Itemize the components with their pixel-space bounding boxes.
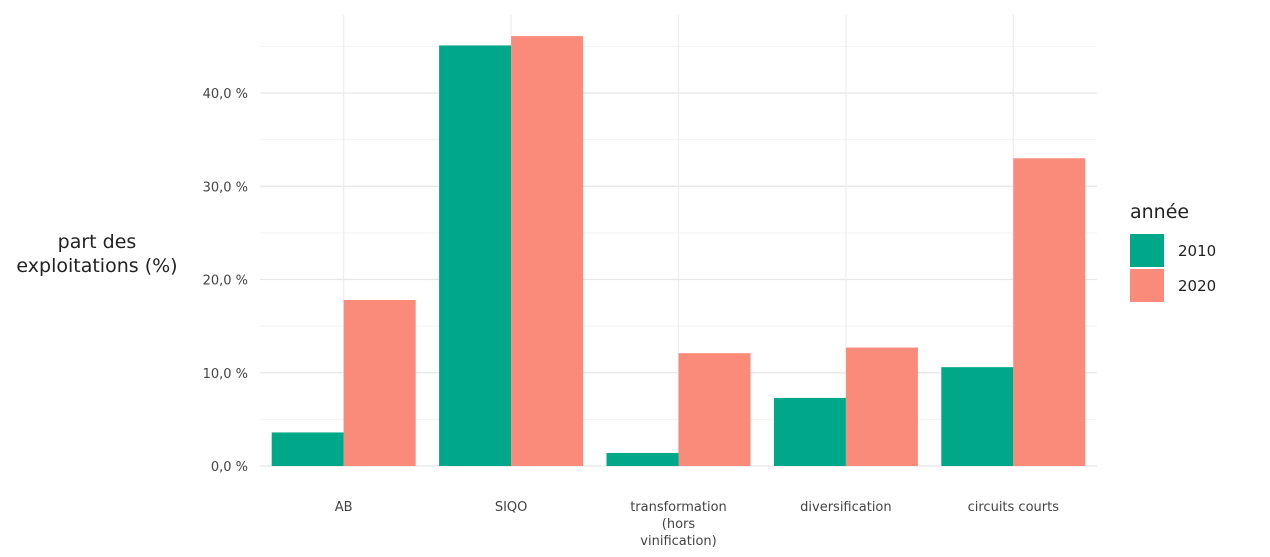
y-tick-label: 20,0 % — [203, 274, 248, 289]
bar-2010-2 — [606, 452, 679, 466]
bars — [271, 36, 1086, 467]
y-axis-label: part des exploitations (%) — [16, 231, 177, 277]
legend-label-2010: 2010 — [1178, 242, 1216, 260]
legend-swatch-2020 — [1130, 269, 1164, 302]
x-tick-label: transformation (hors vinification) — [630, 500, 727, 549]
x-tick-label: circuits courts — [968, 500, 1060, 515]
bar-2020-0 — [343, 300, 416, 466]
x-tick-label-line: circuits courts — [968, 500, 1060, 515]
legend-label-2020: 2020 — [1178, 277, 1216, 295]
y-tick-label: 40,0 % — [203, 87, 248, 102]
x-tick-label: AB — [335, 500, 353, 515]
bar-2010-0 — [271, 432, 344, 466]
y-tick-label: 10,0 % — [203, 367, 248, 382]
y-axis-title: part des exploitations (%) — [16, 231, 177, 277]
y-axis-label-line: part des — [58, 231, 137, 253]
bar-2010-3 — [773, 397, 846, 466]
x-tick-label-line: SIQO — [495, 500, 528, 515]
legend-swatch-2010 — [1130, 234, 1164, 267]
bar-2010-4 — [941, 367, 1014, 466]
y-axis-label-line: exploitations (%) — [16, 255, 177, 277]
x-tick-label-line: diversification — [800, 500, 892, 515]
bar-2020-2 — [678, 353, 751, 466]
x-axis-ticks: AB SIQO transformation (hors vinification) di… — [335, 500, 1059, 549]
y-tick-label: 30,0 % — [203, 180, 248, 195]
x-tick-label-line: (hors — [662, 517, 696, 532]
bar-2020-1 — [511, 36, 584, 467]
bar-2010-1 — [439, 45, 512, 466]
bar-2020-4 — [1013, 158, 1086, 466]
x-tick-label: diversification — [800, 500, 892, 515]
x-tick-label-line: vinification) — [640, 534, 716, 549]
y-tick-label: 0,0 % — [211, 460, 248, 475]
legend-title: année — [1130, 201, 1189, 223]
x-tick-label: SIQO — [495, 500, 528, 515]
x-tick-label-line: AB — [335, 500, 353, 515]
y-axis-ticks: 0,0 % 10,0 % 20,0 % 30,0 % 40,0 % — [203, 87, 248, 475]
x-tick-label-line: transformation — [630, 500, 727, 515]
legend: année 2010 2020 — [1130, 201, 1216, 302]
bar-2020-3 — [845, 347, 918, 466]
